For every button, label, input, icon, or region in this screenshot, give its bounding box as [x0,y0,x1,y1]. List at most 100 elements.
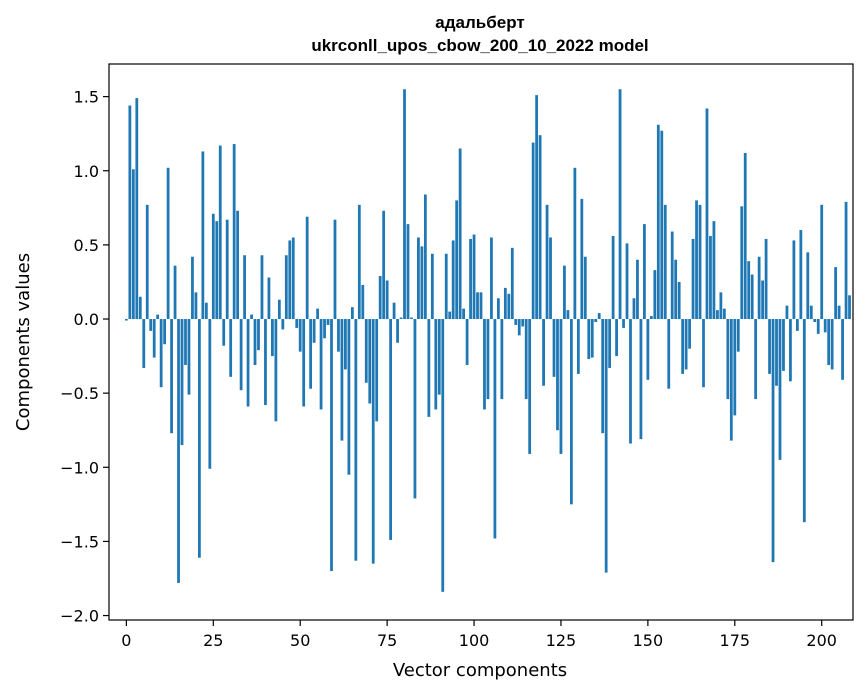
bar-71 [371,319,375,564]
bar-76 [389,319,392,540]
y-tick-label: 0.0 [74,310,99,329]
bar-41 [267,277,271,320]
bar-55 [316,308,319,320]
bar-144 [625,243,629,320]
bar-34 [243,255,246,320]
bar-67 [357,204,361,320]
bar-15 [177,319,180,583]
bar-73 [378,276,382,320]
bar-181 [754,319,758,400]
x-tick-label: 50 [290,631,310,650]
bar-31 [232,144,236,320]
bar-49 [295,319,299,328]
bar-33 [239,319,243,391]
bar-120 [542,319,545,386]
bar-53 [309,319,313,389]
bar-81 [406,224,410,320]
bar-28 [222,319,226,346]
bar-122 [549,237,552,320]
bar-48 [291,237,295,320]
bar-146 [632,298,636,320]
bar-142 [618,89,622,320]
bar-125 [559,319,563,454]
bar-137 [601,319,605,434]
bar-110 [507,293,511,320]
y-tick-label: −1.5 [60,532,99,551]
bar-113 [517,319,521,336]
bar-201 [823,319,827,333]
bar-58 [326,319,330,325]
bar-130 [576,319,580,374]
bar-141 [615,319,618,357]
bar-80 [403,89,406,320]
bar-108 [500,319,504,400]
bar-111 [510,247,514,320]
bar-116 [528,319,532,454]
bar-179 [747,261,751,320]
x-tick-label: 200 [806,631,837,650]
x-tick-label: 150 [633,631,664,650]
bar-205 [837,305,841,320]
bar-45 [281,319,285,330]
bar-174 [729,319,733,441]
bar-94 [451,240,455,320]
bar-23 [204,302,208,320]
bar-54 [312,319,316,343]
bar-56 [319,319,323,410]
bar-0 [124,319,128,321]
bar-7 [149,319,153,331]
bar-154 [660,130,664,320]
bar-84 [417,237,420,320]
bar-177 [740,206,744,320]
bar-184 [764,238,768,320]
bar-164 [695,200,698,320]
bar-195 [802,319,806,523]
bar-162 [688,319,691,349]
y-tick-label: −2.0 [60,607,99,626]
bar-40 [264,319,267,406]
bar-126 [563,265,566,320]
bar-66 [354,319,358,561]
bar-155 [663,204,667,320]
bar-117 [531,142,535,320]
bar-47 [288,240,292,320]
bar-193 [795,319,799,331]
bar-1 [128,105,132,320]
plot-frame [108,63,854,621]
bar-26 [215,221,219,320]
bar-63 [344,319,347,370]
bar-25 [211,213,215,320]
chart-title-line1: адальберт [435,13,524,32]
bar-176 [736,319,740,352]
bar-173 [726,319,730,400]
bar-208 [848,295,851,320]
bar-194 [799,230,803,320]
bar-93 [448,311,452,320]
x-axis-label: Vector components [393,660,567,681]
bar-129 [573,167,577,320]
bar-158 [674,259,678,320]
y-tick-label: 1.0 [74,162,99,181]
bar-4 [138,296,142,320]
bar-145 [629,319,632,444]
bar-149 [643,224,646,320]
bar-32 [236,210,240,320]
bar-134 [590,319,594,358]
bar-series [124,89,851,592]
bar-16 [180,319,184,446]
y-tick-label: −0.5 [60,384,99,403]
bar-133 [587,319,591,360]
bar-156 [667,319,671,389]
y-axis-ticks: −2.0 −1.5 −1.0 −0.5 0.0 0.5 1.0 1.5 [60,88,109,626]
bar-187 [775,319,778,386]
bar-59 [330,319,333,572]
bar-109 [503,287,507,320]
bar-185 [768,319,771,374]
y-axis-label: Components values [13,253,34,431]
bar-123 [552,319,556,377]
bar-97 [462,308,466,320]
bar-5 [142,319,146,368]
bar-3 [135,98,139,320]
bar-152 [653,270,657,320]
